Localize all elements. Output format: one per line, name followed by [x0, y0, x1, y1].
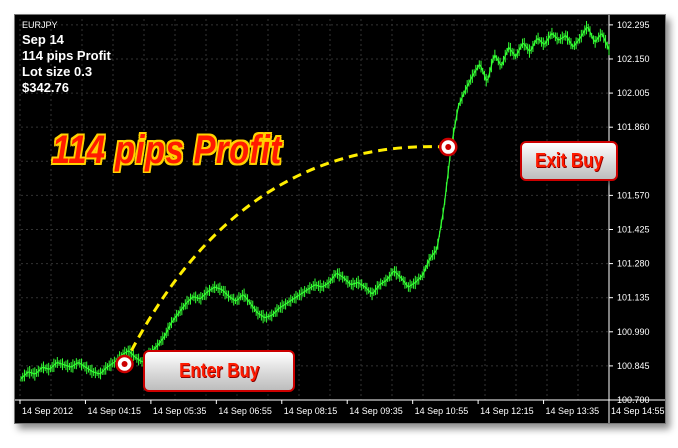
trade-path [123, 145, 449, 365]
x-tick-label: 14 Sep 05:35 [153, 406, 207, 416]
info-profit: 114 pips Profit [22, 48, 111, 63]
x-tick-label: 14 Sep 04:15 [87, 406, 141, 416]
x-tick-label: 14 Sep 13:35 [546, 406, 600, 416]
y-tick-label: 100.845 [617, 361, 650, 371]
profit-headline: 114 pips Profit [52, 128, 282, 172]
x-tick-label: 14 Sep 10:55 [415, 406, 469, 416]
x-tick-label: 14 Sep 09:35 [349, 406, 403, 416]
y-tick-label: 101.570 [617, 190, 650, 200]
y-tick-label: 102.005 [617, 88, 650, 98]
exit-buy-label: Exit Buy [534, 150, 604, 172]
exit-marker-center [445, 144, 452, 151]
y-tick-label: 101.280 [617, 259, 650, 269]
chart-window: 100.700 100.845 100.990 101.135 101.280 101.4… [14, 14, 666, 424]
x-tick-label: 14 Sep 14:55 [611, 406, 665, 416]
y-tick-label: 101.425 [617, 224, 650, 234]
x-tick-label: 14 Sep 2012 [22, 406, 73, 416]
entry-marker-center [121, 361, 128, 368]
y-tick-label: 102.295 [617, 20, 650, 30]
price-bars [20, 20, 610, 382]
exit-buy-button[interactable]: Exit Buy [520, 141, 618, 181]
x-tick-label: 14 Sep 06:55 [218, 406, 272, 416]
symbol-label: EURJPY [22, 20, 58, 30]
grid [19, 19, 610, 401]
info-amount: $342.76 [22, 80, 69, 95]
x-tick-label: 14 Sep 12:15 [480, 406, 534, 416]
y-tick-label: 102.150 [617, 54, 650, 64]
price-line [20, 26, 610, 380]
enter-buy-button[interactable]: Enter Buy [143, 350, 295, 392]
info-lot-size: Lot size 0.3 [22, 64, 93, 79]
y-tick-label: 100.990 [617, 327, 650, 337]
price-chart: 100.700 100.845 100.990 101.135 101.280 101.4… [15, 15, 665, 423]
y-tick-label: 101.860 [617, 122, 650, 132]
info-date: Sep 14 [22, 32, 64, 47]
enter-buy-label: Enter Buy [178, 360, 260, 382]
x-tick-label: 14 Sep 08:15 [284, 406, 338, 416]
y-tick-label: 101.135 [617, 293, 650, 303]
y-tick-label: 100.700 [617, 395, 650, 405]
